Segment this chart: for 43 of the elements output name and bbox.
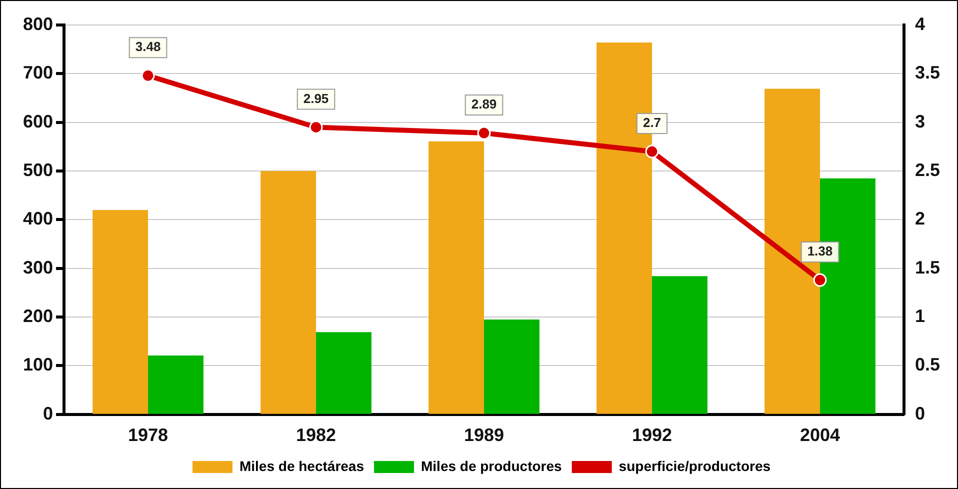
y-tick-label: 200	[22, 306, 54, 326]
point	[813, 273, 827, 287]
x-tick-label: 1982	[296, 425, 336, 446]
x-tick-label: 1978	[128, 425, 168, 446]
x-tick-label: 1989	[464, 425, 504, 446]
y-tick-label: 500	[22, 160, 54, 180]
point	[477, 126, 491, 140]
y-tick-label: 0	[43, 403, 54, 424]
point	[309, 120, 323, 134]
y-tick-label: 700	[22, 62, 54, 83]
data-label: 2.7	[642, 115, 662, 130]
bar	[316, 332, 372, 414]
bar	[428, 141, 484, 414]
data-label: 2.95	[303, 90, 329, 106]
bar	[148, 356, 204, 414]
legend-label: Miles de productores	[421, 458, 562, 474]
y2-tick-label: 0.5	[914, 354, 940, 375]
y-tick-label: 800	[22, 14, 54, 34]
bar	[260, 171, 316, 414]
point	[645, 144, 659, 158]
y2-tick-label: 4	[914, 14, 925, 34]
y-tick-label: 300	[22, 257, 54, 278]
y2-tick-label: 0	[914, 403, 925, 424]
y2-tick-label: 1	[914, 306, 925, 326]
data-label: 1.38	[807, 244, 833, 259]
y2-tick-label: 2.5	[914, 160, 940, 180]
y2-tick-label: 2	[914, 208, 925, 229]
bar	[652, 276, 708, 414]
y2-tick-label: 1.5	[914, 257, 940, 278]
data-label: 3.48	[135, 39, 161, 54]
point	[141, 68, 155, 82]
y-tick-label: 400	[22, 208, 54, 229]
bar	[92, 210, 148, 414]
y-tick-label: 100	[22, 354, 54, 375]
legend-label: Miles de hectáreas	[239, 458, 364, 474]
legend-label: superficie/productores	[618, 458, 771, 474]
y2-tick-label: 3	[914, 111, 925, 132]
x-tick-label: 1992	[632, 425, 672, 446]
y2-tick-label: 3.5	[914, 62, 940, 83]
data-label: 2.89	[471, 96, 497, 112]
bar	[484, 319, 540, 414]
x-tick-label: 2004	[800, 425, 840, 446]
y-tick-label: 600	[22, 111, 54, 132]
